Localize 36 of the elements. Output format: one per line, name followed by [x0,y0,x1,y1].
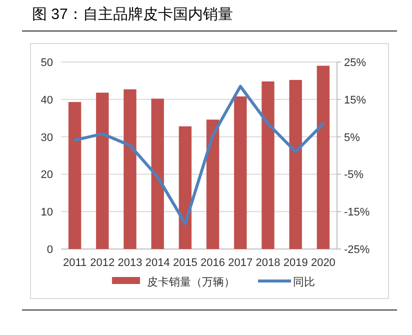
y2-tick-label: 5% [344,132,360,144]
y2-tick-label: 25% [344,57,366,69]
y2-tick-label: -5% [344,169,364,182]
chart-title: 图 37：自主品牌皮卡国内销量 [32,6,233,23]
y-tick-label: 40 [40,94,53,106]
y-tick-label: 10 [40,206,53,219]
bar [124,89,136,249]
y-tick-label: 0 [46,244,53,256]
y-tick-label: 50 [40,57,53,69]
line-series [73,84,325,226]
y2-tick-label: -15% [344,206,370,219]
bar [151,98,164,249]
bar [262,81,274,249]
y2-tick-label: -25% [344,244,370,256]
x-tick-label: 2011 [62,257,87,269]
bar [178,126,192,249]
x-tick-label: 2018 [256,257,280,269]
bar [234,96,247,249]
legend-label: 同比 [293,276,315,288]
legend-label: 皮卡销量（万辆） [147,276,235,288]
bar [206,120,220,249]
x-tick-label: 2012 [90,257,115,269]
x-tick-label: 2019 [283,257,308,269]
x-tick-label: 2013 [118,257,142,269]
bar [289,80,302,249]
bar [68,102,82,249]
x-tick-label: 2017 [228,257,253,269]
x-tick-label: 2020 [310,257,336,269]
bar [316,66,330,249]
y-tick-label: 20 [40,169,53,182]
x-tick-label: 2015 [172,257,198,269]
x-tick-label: 2014 [145,257,170,269]
x-tick-label: 2016 [200,257,226,269]
y-tick-label: 30 [40,132,53,144]
bar [96,92,109,249]
y2-tick-label: 15% [344,94,366,106]
